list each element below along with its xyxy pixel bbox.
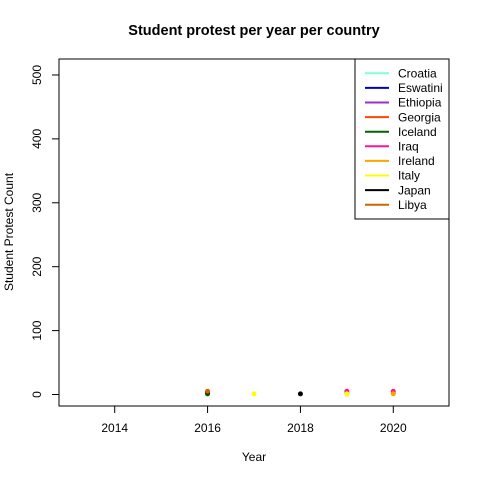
y-axis-label: Student Protest Count (2, 172, 16, 291)
legend: CroatiaEswatiniEthiopiaGeorgiaIcelandIra… (354, 58, 450, 220)
legend-label: Italy (398, 169, 420, 183)
legend-label: Iraq (398, 140, 419, 154)
data-point (251, 391, 257, 397)
x-tick-label: 2016 (194, 421, 221, 435)
x-tick-label: 2018 (287, 421, 314, 435)
data-point (297, 391, 303, 397)
y-axis: 0 100 200 300 400 500 (30, 65, 59, 398)
legend-label: Ireland (398, 154, 435, 168)
legend-label: Georgia (398, 110, 441, 124)
y-tick-label: 200 (30, 256, 44, 276)
y-tick-label: 300 (30, 192, 44, 212)
x-axis: 2014 2016 2018 2020 (101, 406, 407, 435)
plot-frame (58, 58, 450, 407)
legend-box (354, 58, 450, 220)
data-point (390, 391, 396, 397)
data-point (344, 391, 350, 397)
data-point (205, 388, 211, 394)
legend-label: Croatia (398, 67, 437, 81)
y-tick-label: 400 (30, 129, 44, 149)
data-points (205, 388, 396, 397)
y-tick-label: 0 (30, 391, 44, 398)
legend-label: Iceland (398, 125, 437, 139)
x-tick-label: 2020 (380, 421, 407, 435)
legend-label: Libya (398, 198, 427, 212)
chart-title: Student protest per year per country (128, 23, 379, 39)
x-axis-label: Year (242, 450, 266, 464)
legend-label: Japan (398, 183, 431, 197)
x-tick-label: 2014 (101, 421, 128, 435)
legend-label: Eswatini (398, 81, 443, 95)
y-tick-label: 100 (30, 320, 44, 340)
y-tick-label: 500 (30, 65, 44, 85)
legend-label: Ethiopia (398, 96, 442, 110)
